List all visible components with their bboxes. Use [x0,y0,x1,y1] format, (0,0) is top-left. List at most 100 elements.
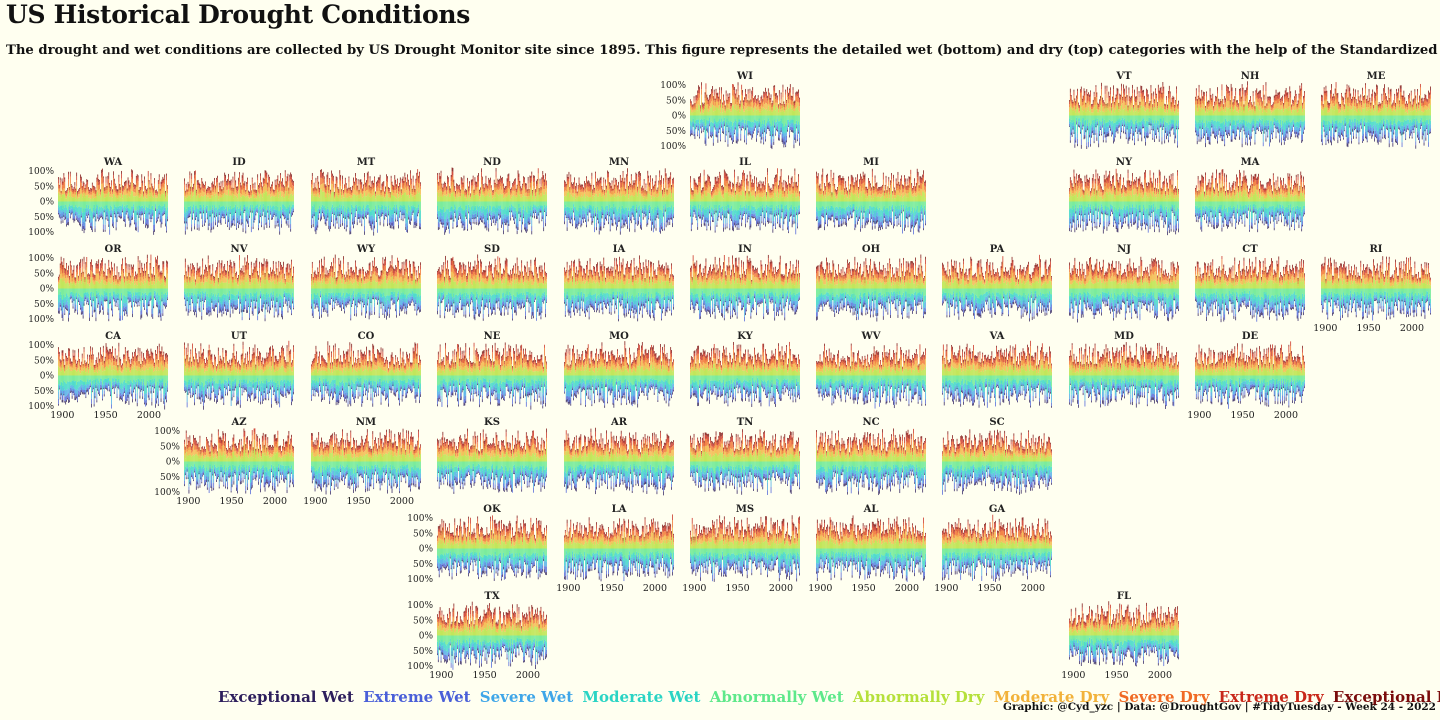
bar-dry [771,108,772,115]
bar-wet [784,134,785,139]
bar-wet [740,119,741,121]
bar-dry [1108,106,1109,108]
bar-dry [1128,108,1129,111]
bar-wet [720,134,721,140]
bar-wet [710,131,711,134]
bar-wet [727,116,728,119]
bar-dry [707,95,708,98]
bar-dry [713,111,714,115]
bar-wet [1117,125,1118,127]
bar-wet [1072,129,1073,132]
bar-wet [797,139,798,141]
bar-wet [1119,122,1120,124]
bar-wet [1144,121,1145,126]
bar-dry [690,106,691,110]
bar-wet [708,116,709,121]
bar-wet [715,129,716,130]
bar-wet [1125,116,1126,122]
bar-dry [1119,100,1120,104]
bar-dry [1076,101,1077,104]
bar-dry [710,94,711,97]
bar-dry [1116,110,1117,116]
bar-dry [717,99,718,102]
bar-wet [1128,116,1129,122]
bar-dry [727,104,728,108]
bar-dry [1099,107,1100,110]
bar-dry [1074,95,1075,99]
bar-wet [733,130,734,136]
bar-wet [1116,127,1117,131]
bar-wet [697,135,698,137]
bar-dry [780,106,781,109]
bar-wet [768,122,769,125]
bar-wet [713,139,714,143]
bar-wet [1078,124,1079,125]
bar-wet [791,123,792,127]
bar-dry [729,93,730,95]
bar-wet [789,116,790,122]
bar-wet [750,121,751,127]
bar-dry [1130,111,1131,115]
bar-dry [1076,109,1077,115]
bar-dry [1114,112,1115,115]
bar-dry [762,99,763,100]
bar-dry [1110,100,1111,108]
bar-wet [779,121,780,130]
bar-wet [1118,128,1119,131]
bar-dry [723,94,724,96]
bar-wet [705,138,706,141]
bar-dry [754,102,755,106]
bar-wet [770,123,771,126]
bar-wet [793,116,794,120]
bar-wet [759,116,760,119]
bar-dry [738,82,739,85]
bar-wet [726,131,727,134]
bar-dry [1112,97,1113,99]
bar-dry [793,90,794,94]
bar-dry [709,106,710,110]
bar-dry [1114,108,1115,113]
bar-dry [1075,101,1076,103]
bar-wet [712,123,713,126]
bar-dry [706,89,707,95]
bar-dry [1109,101,1110,106]
bar-dry [1104,109,1105,113]
bar-dry [782,108,783,112]
bar-dry [717,95,718,98]
bar-dry [1077,96,1078,100]
bar-wet [723,124,724,129]
bar-dry [1091,104,1092,105]
bar-dry [1103,102,1104,104]
bar-dry [1093,102,1094,105]
bar-wet [692,130,693,133]
bar-dry [774,87,775,91]
bar-dry [709,95,710,98]
bar-dry [1091,112,1092,115]
bar-wet [773,130,774,133]
bar-dry [1136,96,1137,99]
bar-dry [722,105,723,108]
bar-wet [1075,137,1076,140]
bar-wet [716,134,717,136]
bar-wet [1114,123,1115,130]
bar-dry [1102,100,1103,103]
bar-wet [729,135,730,138]
bar-dry [1093,108,1094,112]
bar-dry [1139,97,1140,102]
bar-wet [720,127,721,134]
bar-wet [1081,116,1082,126]
bar-wet [712,126,713,131]
bar-dry [783,97,784,105]
bar-dry [1088,101,1089,106]
bar-wet [1086,116,1087,127]
bar-wet [718,116,719,122]
bar-dry [1115,101,1116,105]
bar-dry [765,96,766,103]
bar-dry [1083,111,1084,115]
bar-dry [728,96,729,99]
bar-wet [775,129,776,132]
bar-wet [1141,116,1142,122]
bar-wet [707,121,708,124]
bar-dry [1073,108,1074,111]
bar-wet [796,121,797,124]
